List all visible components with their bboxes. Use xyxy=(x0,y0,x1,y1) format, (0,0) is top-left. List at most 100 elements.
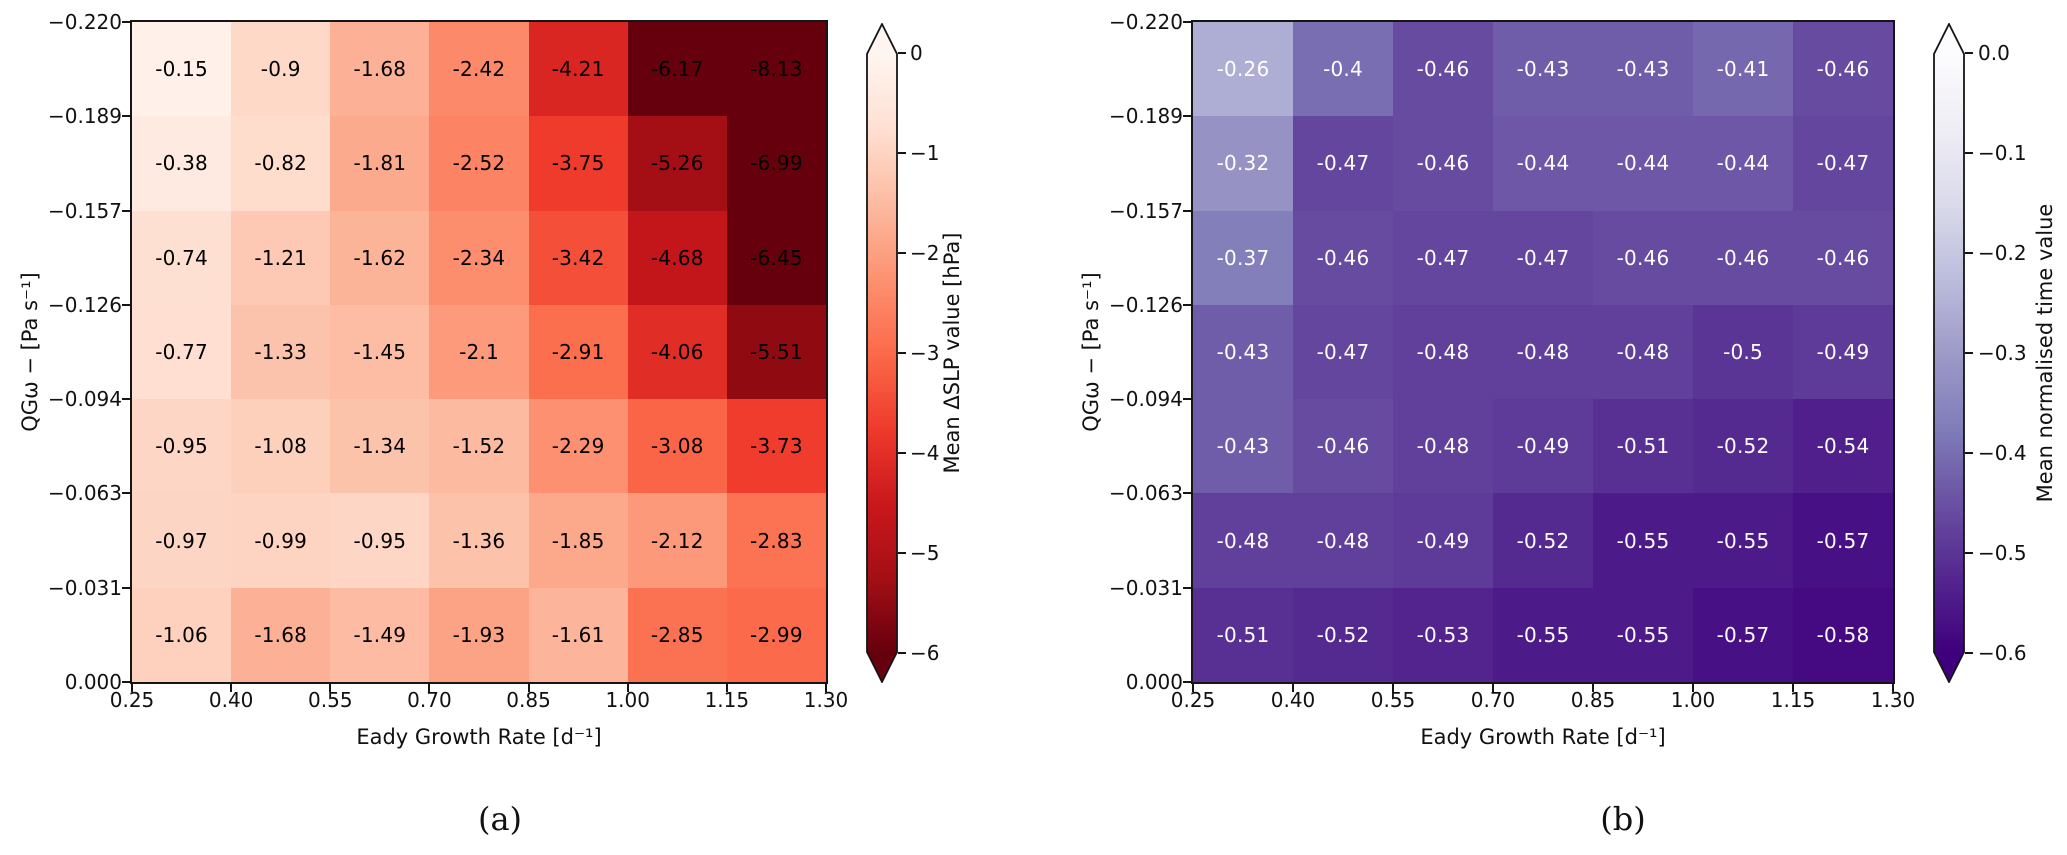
x-tick-label: 1.00 xyxy=(605,688,650,712)
y-tick-label: 0.000 xyxy=(64,670,122,694)
heatmap-cell: -0.77 xyxy=(132,304,232,400)
heatmap-cell-value: -0.46 xyxy=(1416,151,1470,176)
heatmap-cell-value: -1.33 xyxy=(254,339,308,364)
heatmap-cell-value: -0.55 xyxy=(1716,528,1770,553)
x-tick-mark xyxy=(1392,684,1394,692)
colorbar-gradient xyxy=(866,21,898,685)
y-tick-label: −0.189 xyxy=(1108,104,1183,129)
heatmap-cell-value: -0.57 xyxy=(1816,528,1870,553)
colorbar-tick-mark xyxy=(898,452,906,454)
heatmap-cell-value: -6.45 xyxy=(750,245,803,270)
heatmap-cell: -0.74 xyxy=(132,210,232,305)
heatmap-cell-value: -0.37 xyxy=(1216,245,1270,270)
x-tick-mark xyxy=(1592,684,1594,692)
heatmap-cell: -6.99 xyxy=(726,116,826,211)
colorbar-tick-mark xyxy=(1965,52,1973,54)
y-tick-mark xyxy=(1183,586,1191,589)
heatmap-cell: -6.45 xyxy=(726,210,826,305)
heatmap-cell: -3.75 xyxy=(528,116,628,211)
heatmap-cell: -3.42 xyxy=(528,210,628,305)
heatmap-cell-value: -0.41 xyxy=(1716,57,1770,82)
heatmap-cell: -1.61 xyxy=(528,587,628,682)
y-tick-mark xyxy=(122,398,130,401)
heatmap-cell-value: -0.95 xyxy=(353,528,407,553)
heatmap-cell-value: -1.21 xyxy=(254,245,308,270)
heatmap-cell-value: -0.49 xyxy=(1416,528,1470,553)
heatmap-cell: -0.51 xyxy=(1193,587,1293,682)
heatmap-cell-value: -5.26 xyxy=(650,151,704,176)
x-tick-mark xyxy=(825,684,827,692)
heatmap-cell: -0.46 xyxy=(1293,210,1393,305)
heatmap-cell-value: -0.47 xyxy=(1816,151,1870,176)
heatmap-cell-value: -0.44 xyxy=(1516,151,1570,176)
x-tick-label: 1.30 xyxy=(1870,688,1916,712)
colorbar-tick-label: −3 xyxy=(910,341,940,365)
y-tick-mark xyxy=(1183,209,1191,212)
heatmap-cell: -0.47 xyxy=(1393,210,1493,305)
y-tick-mark xyxy=(122,115,130,118)
y-tick-label: −0.126 xyxy=(47,292,122,317)
y-tick-label: −0.157 xyxy=(47,198,122,223)
heatmap-cell: -0.46 xyxy=(1693,210,1793,305)
x-tick-mark xyxy=(1692,684,1694,692)
colorbar-tick-label: −0.6 xyxy=(1978,641,2027,665)
heatmap-cell: -0.55 xyxy=(1493,587,1593,682)
heatmap-cell-value: -0.46 xyxy=(1816,57,1870,82)
heatmap-cell: -0.51 xyxy=(1593,399,1693,494)
heatmap-cell: -0.58 xyxy=(1793,587,1893,682)
colorbar-gradient xyxy=(1933,21,1965,685)
heatmap-cell-value: -0.49 xyxy=(1816,339,1870,364)
colorbar-tick-label: −4 xyxy=(910,441,940,465)
x-tick-label: 0.85 xyxy=(506,688,551,712)
x-tick-mark xyxy=(1292,684,1294,692)
heatmap-cell: -0.43 xyxy=(1593,22,1693,117)
x-tick-label: 0.25 xyxy=(109,688,155,712)
y-tick-label: −0.094 xyxy=(1108,387,1183,412)
heatmap-cell: -0.82 xyxy=(231,116,331,211)
heatmap-cell: -0.46 xyxy=(1393,116,1493,211)
heatmap-cell-value: -2.99 xyxy=(750,622,803,647)
y-axis-label-a: QGω − [Pa s⁻¹] xyxy=(18,272,42,432)
heatmap-cell: -0.43 xyxy=(1193,304,1293,400)
heatmap-cell-value: -1.68 xyxy=(353,57,407,82)
colorbar-tick-mark xyxy=(898,252,906,254)
heatmap-cell-value: -1.68 xyxy=(254,622,308,647)
colorbar-tick-mark xyxy=(1965,652,1973,654)
y-tick-label: −0.031 xyxy=(1108,575,1183,600)
heatmap-cell: -0.48 xyxy=(1593,304,1693,400)
y-tick-label: 0.000 xyxy=(1125,670,1183,694)
heatmap-cell: -0.55 xyxy=(1593,493,1693,588)
heatmap-cell: -4.06 xyxy=(627,304,727,400)
colorbar-tick-mark xyxy=(898,52,906,54)
heatmap-cell-value: -2.42 xyxy=(452,57,506,82)
heatmap-cell-value: -2.91 xyxy=(551,339,605,364)
x-tick-mark xyxy=(230,684,233,692)
heatmap-cell-value: -0.46 xyxy=(1316,434,1370,459)
x-tick-label: 0.40 xyxy=(208,688,254,712)
heatmap-cell: -0.46 xyxy=(1293,399,1393,494)
heatmap-cell-value: -0.47 xyxy=(1516,245,1570,270)
heatmap-cell: -1.62 xyxy=(330,210,430,305)
heatmap-cell-value: -0.54 xyxy=(1816,434,1870,459)
heatmap-cell: -2.91 xyxy=(528,304,628,400)
heatmap-cell: -0.55 xyxy=(1693,493,1793,588)
heatmap-cell: -0.32 xyxy=(1193,116,1293,211)
colorbar-tick-mark xyxy=(1965,152,1973,154)
heatmap-cell-value: -1.06 xyxy=(155,622,208,647)
heatmap-cell: -2.85 xyxy=(627,587,727,682)
heatmap-cell: -0.43 xyxy=(1493,22,1593,117)
heatmap-cell-value: -2.52 xyxy=(452,151,506,176)
colorbar-label-b: Mean normalised time value xyxy=(2033,203,2057,503)
heatmap-cell: -0.52 xyxy=(1693,399,1793,494)
heatmap-cell-value: -0.53 xyxy=(1416,622,1470,647)
colorbar-tick-label: −0.1 xyxy=(1978,141,2027,165)
heatmap-cell-value: -5.51 xyxy=(750,339,803,364)
heatmap-cell: -2.12 xyxy=(627,493,727,588)
heatmap-cell-value: -1.62 xyxy=(353,245,407,270)
heatmap-cell-value: -0.95 xyxy=(155,434,208,459)
heatmap-cell: -0.15 xyxy=(132,22,232,117)
heatmap-cell-value: -0.26 xyxy=(1216,57,1270,82)
heatmap-cell: -1.68 xyxy=(330,22,430,117)
heatmap-cell-value: -2.1 xyxy=(459,339,499,364)
